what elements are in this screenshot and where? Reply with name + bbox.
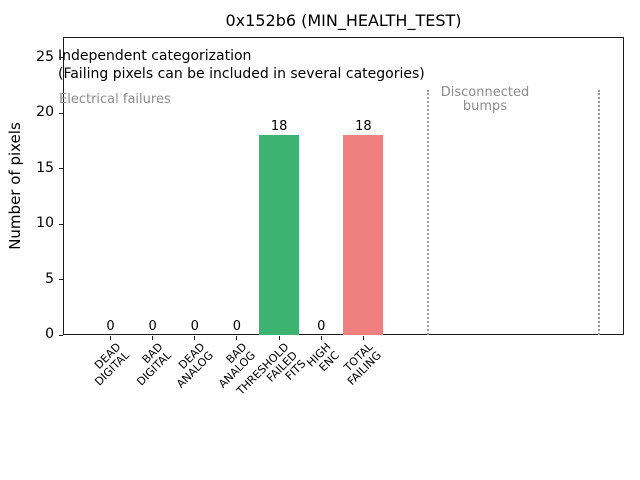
bar-value-label: 0 xyxy=(148,319,157,334)
separator-line-right xyxy=(598,90,600,335)
y-tick-label: 15 xyxy=(36,159,54,176)
bar-value-label: 0 xyxy=(106,319,115,334)
y-tick-label: 20 xyxy=(36,104,54,120)
bar-value-label: 0 xyxy=(232,319,242,334)
bar-value-label: 18 xyxy=(355,119,372,135)
x-tick-mark xyxy=(194,336,196,340)
y-tick-mark xyxy=(59,57,63,58)
annotation-independent-categorization: Independent categorization xyxy=(58,48,252,64)
y-tick-label: 25 xyxy=(36,48,54,65)
bar-value-label: 0 xyxy=(190,319,199,334)
chart-title: 0x152b6 (MIN_HEALTH_TEST) xyxy=(225,11,462,30)
y-tick-mark xyxy=(59,279,63,280)
y-tick-mark xyxy=(59,334,63,336)
x-tick-mark xyxy=(362,336,364,340)
bar-value-label: 18 xyxy=(270,119,288,135)
y-tick-mark xyxy=(59,168,63,169)
x-tick-mark xyxy=(278,336,280,340)
y-tick-label: 0 xyxy=(45,326,54,342)
x-tick-mark xyxy=(236,336,238,340)
y-tick-mark xyxy=(59,112,63,114)
bar-total-failing xyxy=(343,135,384,335)
x-tick-mark xyxy=(152,336,154,340)
separator-line-left xyxy=(427,90,429,335)
y-tick-label: 5 xyxy=(45,270,54,287)
bar-value-label: 0 xyxy=(317,319,326,334)
region-label-disconnected-bumps: Disconnected bumps xyxy=(440,85,530,114)
region-label-electrical-failures: Electrical failures xyxy=(59,92,171,107)
y-tick-mark xyxy=(59,223,63,225)
x-tick-mark xyxy=(110,336,111,340)
bar-threshold-failed-fits xyxy=(259,135,300,335)
annotation-failing-pixels-note: (Failing pixels can be included in sever… xyxy=(58,66,425,82)
x-tick-mark xyxy=(320,336,322,340)
y-tick-label: 10 xyxy=(36,215,54,231)
